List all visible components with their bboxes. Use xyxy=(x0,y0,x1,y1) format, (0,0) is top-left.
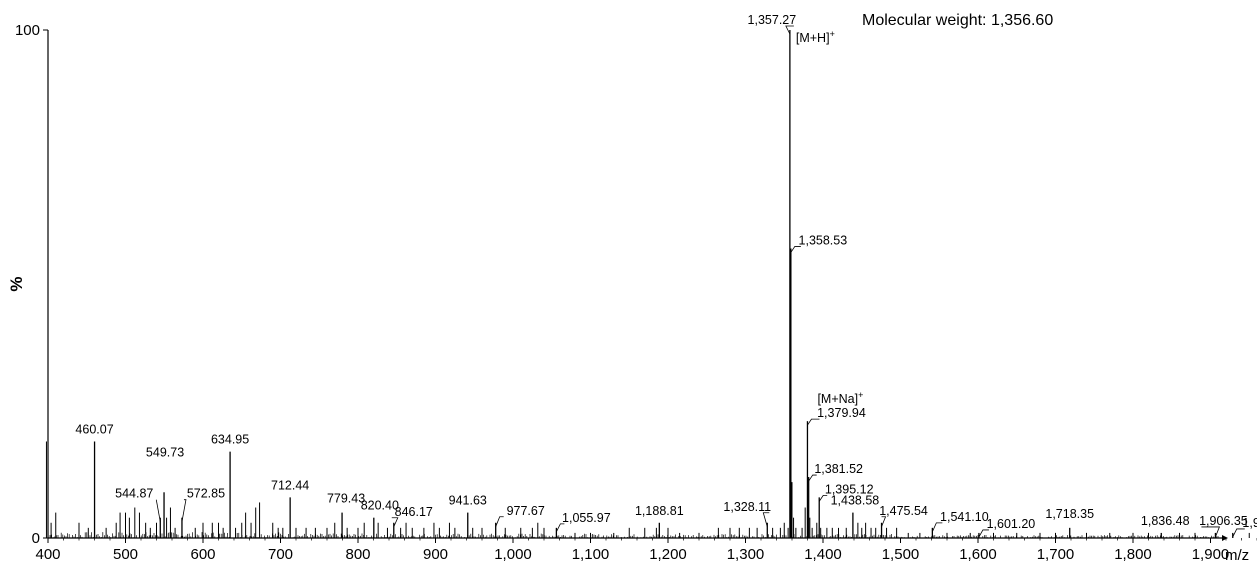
x-tick-label: 1,900 xyxy=(1192,546,1230,563)
peak-leader-line xyxy=(931,522,943,533)
x-tick-label: 500 xyxy=(113,546,138,563)
peak-leader-line xyxy=(155,499,161,522)
peak-label: 1,718.35 xyxy=(1045,507,1094,521)
peak-label: 712.44 xyxy=(271,478,309,492)
x-tick-label: 400 xyxy=(35,546,60,563)
superscript-plus: + xyxy=(830,29,835,39)
peak-leader-line xyxy=(1232,528,1245,538)
x-tick-label: 700 xyxy=(268,546,293,563)
peak-label: 1,357.27 xyxy=(748,13,797,27)
peak-label: 820.40 xyxy=(361,499,399,513)
peak-label: 1,906.35 xyxy=(1199,514,1248,528)
peak-annotation: [M+H]+ xyxy=(796,29,835,45)
y-tick-label: 0 xyxy=(32,530,40,547)
peak-annotation: [M+Na]+ xyxy=(817,390,863,406)
x-tick-label: 1,300 xyxy=(727,546,765,563)
peak-leader-line xyxy=(181,499,187,522)
x-tick-label: 1,500 xyxy=(882,546,920,563)
y-tick-label: 100 xyxy=(15,22,40,39)
peak-leader-line xyxy=(785,25,794,35)
peak-label: 544.87 xyxy=(115,487,153,501)
x-tick-label: 900 xyxy=(423,546,448,563)
peak-labels: 460.07 544.87 549.73 572.85 634.95 712.44 779.… xyxy=(75,13,1257,538)
peak-label: 1,395.12 xyxy=(825,482,874,496)
peak-label: 977.67 xyxy=(507,504,545,518)
x-tick-label: 1,400 xyxy=(804,546,842,563)
x-tick-label: 800 xyxy=(345,546,370,563)
baseline-noise xyxy=(49,532,1219,538)
superscript-plus: + xyxy=(858,390,863,400)
peak-leader-line xyxy=(818,494,828,502)
peak-label: 1,601.20 xyxy=(987,517,1036,531)
noise-path xyxy=(49,532,1219,538)
x-tick-label: 1,700 xyxy=(1037,546,1075,563)
x-axis-label: m/z xyxy=(1225,547,1249,564)
x-tick-label: 1,200 xyxy=(649,546,687,563)
peak-label: 1,928.71 xyxy=(1242,516,1257,530)
x-axis-ticks: 400 500 600 700 800 900 1,000 1,100 1,200 1,300 1,… xyxy=(35,538,1257,563)
peak-leader-line xyxy=(1201,526,1221,538)
peak-leader-line xyxy=(495,516,504,527)
peak-label: 1,475.54 xyxy=(879,504,928,518)
peak-leader-line xyxy=(391,517,399,527)
peak-leader-line xyxy=(556,523,565,533)
peak-label: 460.07 xyxy=(75,422,113,436)
peak-label: 1,055.97 xyxy=(562,511,611,525)
molecular-weight-label: Molecular weight: 1,356.60 xyxy=(862,12,1053,29)
peak-label: 1,836.48 xyxy=(1141,514,1190,528)
peak-leader-line xyxy=(808,474,817,482)
peak-label: 1,328.11 xyxy=(723,500,771,514)
peak-leader-line xyxy=(762,512,770,527)
peak-leader-line xyxy=(881,516,887,527)
peak-label: 572.85 xyxy=(187,487,225,501)
peak-label: 549.73 xyxy=(146,445,184,459)
peak-leader-line xyxy=(807,418,820,426)
y-axis-label: % xyxy=(7,276,26,291)
peak-label: 1,358.53 xyxy=(799,233,848,247)
x-tick-label: 600 xyxy=(190,546,215,563)
peak-label: 1,188.81 xyxy=(635,504,684,518)
peak-label: 846.17 xyxy=(395,505,433,519)
y-axis-ticks: 0 100 xyxy=(15,22,48,547)
x-tick-label: 1,800 xyxy=(1114,546,1152,563)
x-axis-arrow xyxy=(1222,535,1228,541)
x-tick-label: 1,000 xyxy=(494,546,532,563)
peak-label: 941.63 xyxy=(449,494,487,508)
peak-leader-line xyxy=(790,246,801,253)
peak-label: 1,438.58 xyxy=(831,494,880,508)
peak-label: 1,381.52 xyxy=(814,462,863,476)
peak-label: 1,541.10 xyxy=(940,510,989,524)
peak-label: 779.43 xyxy=(327,492,365,506)
peak-label: 1,379.94 xyxy=(817,406,866,420)
peak-bars xyxy=(45,30,1250,538)
peak-label: 634.95 xyxy=(211,433,249,447)
peak-leader-line xyxy=(978,529,989,538)
axes xyxy=(47,30,1228,541)
x-tick-label: 1,100 xyxy=(572,546,610,563)
x-tick-label: 1,600 xyxy=(959,546,997,563)
